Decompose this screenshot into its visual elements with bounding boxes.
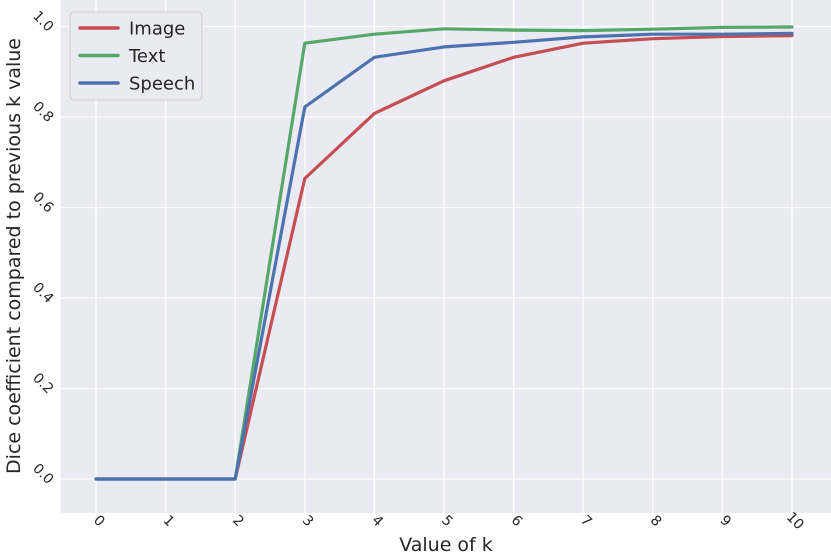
x-tick-label: 2 bbox=[229, 512, 247, 530]
x-tick-label: 4 bbox=[368, 512, 386, 530]
x-tick-label: 6 bbox=[508, 512, 526, 530]
y-tick-label: 0.6 bbox=[29, 189, 56, 216]
legend-label-image: Image bbox=[129, 19, 185, 40]
x-tick-label: 5 bbox=[438, 512, 456, 530]
grid bbox=[61, 0, 831, 513]
y-tick-label: 0.0 bbox=[29, 461, 56, 488]
y-tick-labels: 0.0 0.2 0.4 0.6 0.8 1.0 bbox=[29, 8, 56, 488]
x-axis-label: Value of k bbox=[399, 534, 493, 555]
x-tick-label: 8 bbox=[647, 512, 665, 530]
y-tick-label: 1.0 bbox=[29, 8, 56, 35]
x-tick-label: 1 bbox=[160, 512, 178, 530]
series-lines bbox=[94, 25, 794, 481]
y-tick-label: 0.8 bbox=[29, 99, 56, 126]
y-tick-label: 0.4 bbox=[29, 280, 56, 307]
legend-box bbox=[69, 11, 203, 101]
y-tick-label: 0.2 bbox=[29, 370, 56, 397]
x-tick-label: 7 bbox=[577, 512, 595, 530]
y-axis-label: Dice coefficient compared to previous k … bbox=[3, 38, 25, 474]
legend: Image Text Speech bbox=[69, 11, 203, 101]
legend-label-speech: Speech bbox=[129, 74, 195, 95]
x-tick-label: 9 bbox=[716, 512, 734, 530]
legend-label-text: Text bbox=[128, 46, 165, 67]
x-tick-label: 3 bbox=[299, 512, 317, 530]
series-line-speech bbox=[94, 31, 794, 481]
x-tick-label: 0 bbox=[90, 512, 108, 530]
